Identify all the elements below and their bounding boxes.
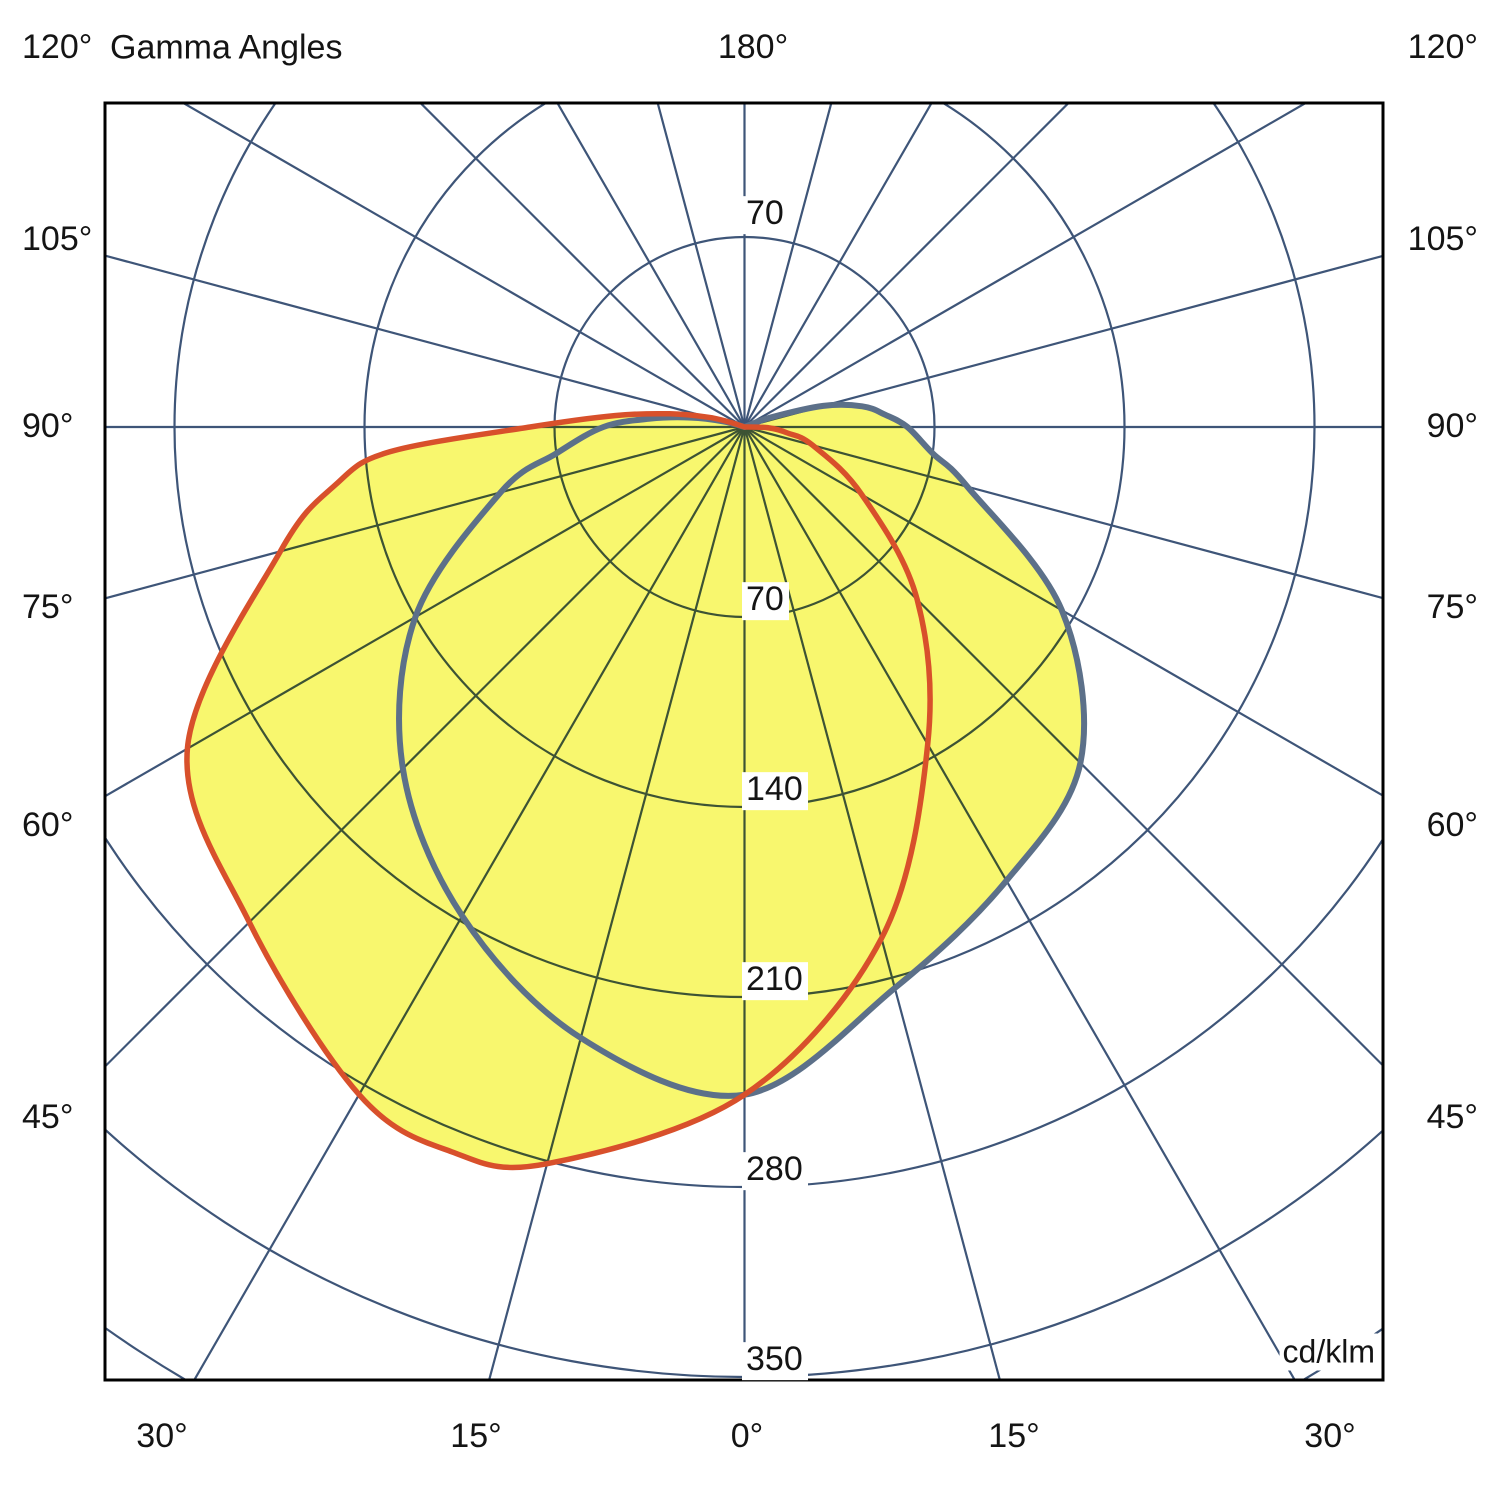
curve-plane-c0-c180 (396, 401, 1087, 1099)
radial-unit-label: cd/klm (1279, 1333, 1378, 1371)
gamma-label-top-1: 180° (717, 28, 789, 67)
gamma-label-left-1: 90° (22, 407, 74, 446)
gamma-ray-line (743, 103, 933, 428)
gamma-ray-line (105, 254, 745, 429)
curve-plane-c90-c270 (184, 410, 933, 1171)
radial-value-label-5: 350 (742, 1341, 808, 1380)
gamma-ray-line (656, 103, 746, 428)
gamma-ray-line (181, 103, 746, 428)
gamma-ray-line (105, 426, 746, 798)
gamma-label-bottom-3: 15° (988, 1417, 1040, 1456)
page-title: Gamma Angles (110, 28, 343, 67)
gamma-label-right-1: 90° (1426, 407, 1478, 446)
gamma-label-left-3: 60° (22, 806, 74, 845)
radial-value-label-2: 140 (742, 771, 808, 810)
radial-value-label-1: 70 (742, 581, 789, 620)
gamma-ray-line (743, 426, 1001, 1380)
gamma-label-top-0: 120° (22, 28, 93, 67)
gamma-ray-line (418, 103, 746, 428)
gamma-ray-line (193, 426, 746, 1380)
gamma-label-right-4: 45° (1426, 1098, 1478, 1137)
gamma-label-right-3: 60° (1426, 806, 1478, 845)
gamma-label-bottom-2: 0° (730, 1417, 764, 1456)
radial-value-label-4: 280 (742, 1151, 808, 1190)
gamma-ray-line (743, 103, 1308, 428)
gamma-ray-line (743, 103, 1071, 428)
gamma-label-right-2: 75° (1426, 588, 1478, 627)
gamma-ray-line (744, 425, 1383, 600)
gamma-label-bottom-0: 30° (136, 1417, 188, 1456)
light-distribution-fill (186, 404, 1085, 1168)
radial-value-label-0: 70 (742, 195, 789, 234)
gamma-ray-line (556, 103, 746, 428)
gamma-ray-line (743, 426, 1296, 1380)
gamma-label-left-0: 105° (22, 220, 93, 259)
gamma-ray-line (105, 426, 746, 1069)
gamma-label-bottom-4: 30° (1304, 1417, 1356, 1456)
gamma-label-left-2: 75° (22, 588, 74, 627)
gamma-ray-line (744, 254, 1383, 429)
gamma-ray-line (743, 426, 1383, 797)
gamma-label-top-2: 120° (1407, 28, 1478, 67)
gamma-label-left-4: 45° (22, 1098, 74, 1137)
radial-value-label-3: 210 (742, 961, 808, 1000)
gamma-ray-line (488, 426, 746, 1380)
gamma-ray-line (743, 426, 1383, 1068)
gamma-label-right-0: 105° (1407, 220, 1478, 259)
plot-frame (103, 101, 1385, 1382)
gamma-label-bottom-1: 15° (450, 1417, 502, 1456)
gamma-ray-line (743, 103, 833, 428)
